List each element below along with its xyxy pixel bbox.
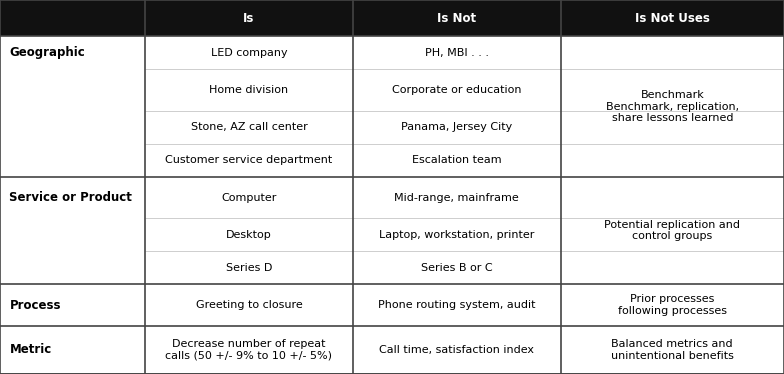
Text: Metric: Metric — [9, 343, 52, 356]
Text: Computer: Computer — [221, 193, 277, 203]
Text: Benchmark
Benchmark, replication,
share lessons learned: Benchmark Benchmark, replication, share … — [606, 90, 739, 123]
Bar — [0, 177, 784, 284]
Bar — [0, 326, 145, 374]
Text: Is Not: Is Not — [437, 12, 476, 25]
Bar — [0, 0, 784, 37]
Text: Is Not Uses: Is Not Uses — [635, 12, 710, 25]
Bar — [0, 177, 145, 284]
Text: Service or Product: Service or Product — [9, 191, 132, 204]
Bar — [0, 37, 784, 177]
Text: Decrease number of repeat
calls (50 +/- 9% to 10 +/- 5%): Decrease number of repeat calls (50 +/- … — [165, 339, 332, 361]
Text: Phone routing system, audit: Phone routing system, audit — [378, 300, 535, 310]
Text: Call time, satisfaction index: Call time, satisfaction index — [379, 345, 534, 355]
Text: Escalation team: Escalation team — [412, 155, 502, 165]
Text: Stone, AZ call center: Stone, AZ call center — [191, 122, 307, 132]
Text: Series B or C: Series B or C — [421, 263, 492, 273]
Text: Series D: Series D — [226, 263, 272, 273]
Bar — [0, 37, 145, 177]
Text: Balanced metrics and
unintentional benefits: Balanced metrics and unintentional benef… — [611, 339, 734, 361]
Text: Process: Process — [9, 298, 61, 312]
Text: Potential replication and
control groups: Potential replication and control groups — [604, 220, 740, 241]
Text: Greeting to closure: Greeting to closure — [195, 300, 303, 310]
Text: LED company: LED company — [211, 48, 287, 58]
Text: Corporate or education: Corporate or education — [392, 85, 521, 95]
Text: Home division: Home division — [209, 85, 289, 95]
Text: Geographic: Geographic — [9, 46, 85, 59]
Text: Prior processes
following processes: Prior processes following processes — [618, 294, 727, 316]
Text: Is: Is — [243, 12, 255, 25]
Text: Laptop, workstation, printer: Laptop, workstation, printer — [379, 230, 535, 240]
Text: Mid-range, mainframe: Mid-range, mainframe — [394, 193, 519, 203]
Text: Panama, Jersey City: Panama, Jersey City — [401, 122, 512, 132]
Bar — [0, 284, 145, 326]
Text: Customer service department: Customer service department — [165, 155, 332, 165]
Bar — [0, 326, 784, 374]
Bar — [0, 284, 784, 326]
Text: PH, MBI . . .: PH, MBI . . . — [425, 48, 488, 58]
Text: Desktop: Desktop — [226, 230, 272, 240]
